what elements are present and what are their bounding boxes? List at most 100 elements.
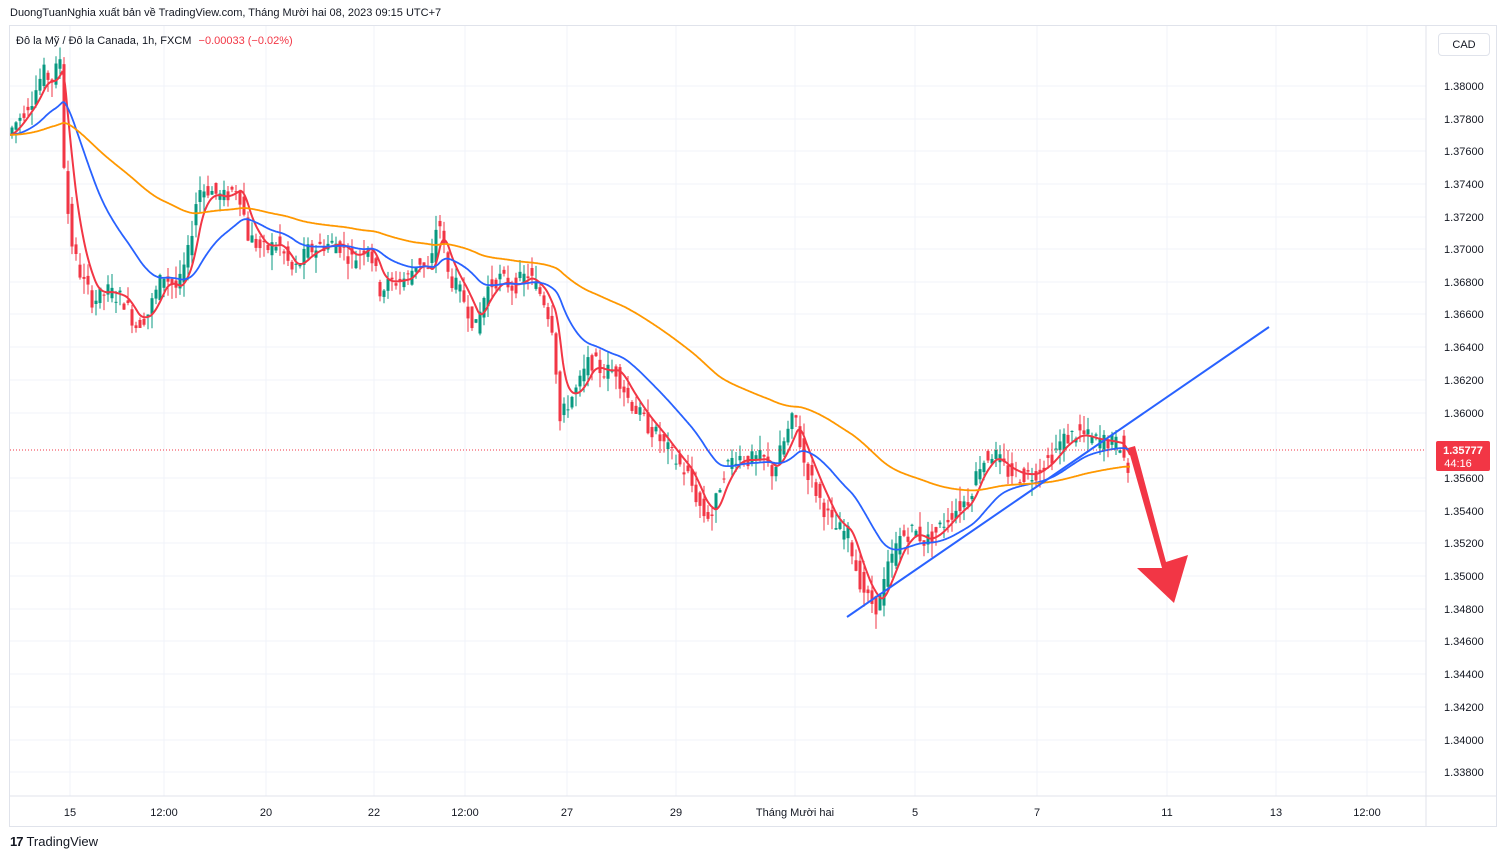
candle-body-down[interactable] [442,230,446,244]
candle-body-down[interactable] [398,278,402,282]
candle-body-down[interactable] [470,306,474,329]
tradingview-footer[interactable]: 17 TradingView [10,834,98,849]
candle-body-down[interactable] [82,276,86,279]
candle-body-up[interactable] [18,117,22,121]
candle-body-down[interactable] [370,251,374,264]
candle-body-up[interactable] [298,264,302,267]
candle-body-up[interactable] [582,368,586,382]
candle-body-down[interactable] [166,276,170,282]
candle-body-up[interactable] [786,428,790,443]
candle-body-down[interactable] [122,303,126,310]
candle-body-down[interactable] [502,269,506,274]
candle-body-up[interactable] [838,522,842,529]
candle-body-up[interactable] [606,364,610,379]
candle-body-up[interactable] [1102,434,1106,450]
candle-body-up[interactable] [1030,480,1034,482]
candle-body-up[interactable] [334,243,338,254]
candle-body-down[interactable] [902,530,906,536]
candle-body-down[interactable] [102,294,106,296]
candle-body-up[interactable] [58,59,62,69]
candle-body-up[interactable] [738,455,742,461]
candle-body-down[interactable] [614,366,618,377]
candle-body-down[interactable] [626,387,630,398]
candle-body-down[interactable] [558,371,562,422]
candle-body-up[interactable] [578,375,582,387]
candle-body-down[interactable] [462,290,466,302]
candle-body-up[interactable] [1114,436,1118,449]
candle-body-up[interactable] [178,273,182,289]
candle-body-up[interactable] [218,193,222,200]
candle-body-up[interactable] [202,191,206,198]
candle-body-down[interactable] [690,468,694,486]
candle-body-down[interactable] [318,241,322,244]
candle-body-up[interactable] [974,471,978,486]
candle-body-down[interactable] [90,290,94,308]
candle-body-down[interactable] [678,453,682,465]
candle-body-down[interactable] [490,279,494,288]
candle-body-up[interactable] [666,442,670,450]
candle-body-up[interactable] [942,526,946,528]
candle-body-up[interactable] [522,273,526,284]
candle-body-up[interactable] [194,204,198,226]
candle-body-down[interactable] [1126,462,1130,473]
candle-body-down[interactable] [450,276,454,289]
candle-body-down[interactable] [238,190,242,205]
candle-body-down[interactable] [1018,482,1022,484]
candle-body-down[interactable] [526,276,530,279]
candle-body-up[interactable] [782,441,786,455]
candle-body-down[interactable] [550,315,554,333]
candle-body-up[interactable] [982,462,986,473]
candle-body-up[interactable] [790,413,794,430]
candle-body-up[interactable] [306,244,310,258]
candle-body-up[interactable] [54,63,58,85]
candle-body-down[interactable] [390,277,394,280]
candle-body-down[interactable] [590,355,594,371]
candle-body-down[interactable] [1078,424,1082,431]
candle-body-down[interactable] [762,454,766,457]
candle-body-up[interactable] [714,493,718,510]
candle-body-down[interactable] [1046,455,1050,458]
candle-body-up[interactable] [478,311,482,334]
candle-body-up[interactable] [842,530,846,540]
candle-body-down[interactable] [126,300,130,303]
candle-body-up[interactable] [674,463,678,465]
candle-body-up[interactable] [730,457,734,469]
candle-body-up[interactable] [250,235,254,243]
candle-body-down[interactable] [142,318,146,325]
candle-body-down[interactable] [918,526,922,542]
candle-body-up[interactable] [154,289,158,299]
candle-body-down[interactable] [686,465,690,472]
candle-body-up[interactable] [894,543,898,566]
candle-body-up[interactable] [498,273,502,280]
candle-body-down[interactable] [342,246,346,248]
candle-body-down[interactable] [214,182,218,194]
candle-body-down[interactable] [254,238,258,248]
candle-body-up[interactable] [834,528,838,530]
candle-body-down[interactable] [722,478,726,480]
candle-body-down[interactable] [286,246,290,261]
candle-body-up[interactable] [114,301,118,303]
currency-button[interactable]: CAD [1438,33,1490,56]
candle-body-up[interactable] [354,260,358,269]
candle-body-up[interactable] [454,277,458,290]
candle-body-up[interactable] [926,534,930,545]
candle-body-down[interactable] [74,244,78,255]
candle-body-down[interactable] [46,72,50,80]
candle-body-down[interactable] [1022,468,1026,482]
candle-body-down[interactable] [466,306,470,319]
candle-body-down[interactable] [62,64,66,168]
candle-body-up[interactable] [270,242,274,256]
candle-body-down[interactable] [830,509,834,518]
candle-body-down[interactable] [662,434,666,442]
candle-body-up[interactable] [1054,448,1058,450]
candle-body-up[interactable] [990,458,994,464]
candle-body-down[interactable] [514,277,518,294]
candle-body-down[interactable] [70,203,74,247]
candle-body-down[interactable] [810,465,814,476]
candle-body-up[interactable] [482,297,486,318]
candle-body-up[interactable] [562,403,566,416]
candle-body-down[interactable] [670,446,674,448]
candle-body-down[interactable] [906,536,910,542]
candle-body-down[interactable] [130,309,134,326]
